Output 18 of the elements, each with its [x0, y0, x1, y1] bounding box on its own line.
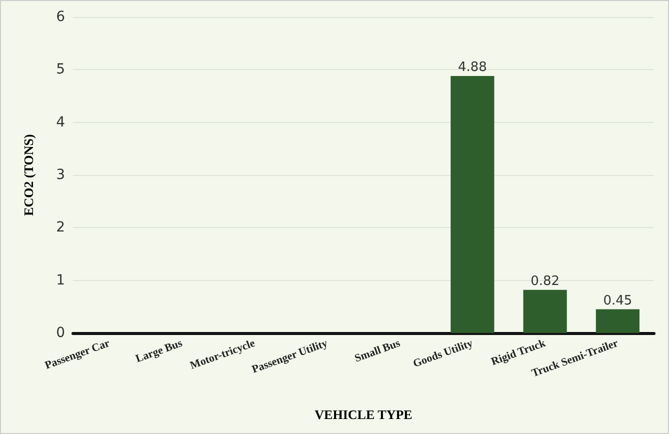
y-tick-label: 6 [56, 9, 66, 25]
y-tick-label: 2 [56, 220, 65, 236]
bar [523, 290, 567, 333]
data-label: 4.88 [458, 60, 487, 75]
x-tick-label: Goods Utility [412, 337, 475, 370]
data-label: 0.45 [603, 293, 632, 308]
x-tick-label: Large Bus [134, 337, 185, 366]
data-label: 0.82 [530, 274, 560, 289]
y-axis-title: ECO2 (TONS) [21, 134, 36, 216]
y-tick-label: 3 [56, 167, 65, 183]
x-tick-label: Small Bus [353, 337, 403, 365]
x-axis-title: VEHICLE TYPE [314, 407, 412, 422]
y-tick-label: 4 [56, 114, 66, 130]
bar [450, 76, 494, 333]
y-tick-label: 5 [56, 62, 65, 78]
y-tick-label: 1 [56, 272, 65, 288]
bar [596, 309, 640, 333]
y-tick-label: 0 [56, 325, 65, 341]
